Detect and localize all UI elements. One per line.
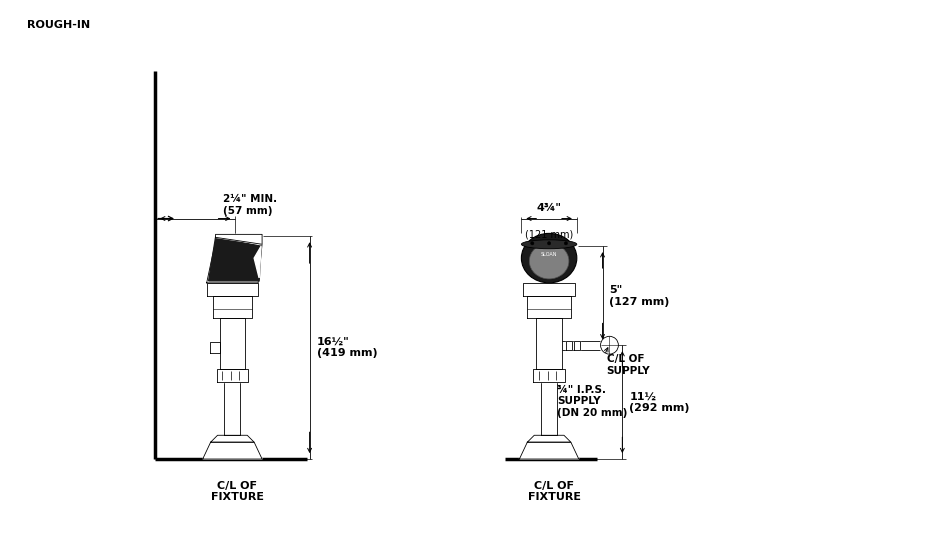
Polygon shape: [520, 442, 579, 459]
Polygon shape: [213, 296, 253, 317]
Ellipse shape: [522, 233, 577, 283]
Polygon shape: [211, 436, 254, 442]
Text: 16½"
(419 mm): 16½" (419 mm): [316, 337, 377, 358]
Text: ¾" I.P.S.
SUPPLY
(DN 20 mm): ¾" I.P.S. SUPPLY (DN 20 mm): [557, 385, 627, 418]
Text: (121 mm): (121 mm): [525, 230, 574, 239]
Polygon shape: [541, 382, 557, 436]
Polygon shape: [206, 236, 262, 283]
Polygon shape: [219, 317, 245, 369]
Ellipse shape: [529, 243, 569, 279]
Ellipse shape: [522, 240, 577, 248]
Polygon shape: [562, 341, 599, 350]
Circle shape: [548, 241, 550, 245]
Text: C/L OF
SUPPLY: C/L OF SUPPLY: [607, 354, 650, 376]
Text: ROUGH-IN: ROUGH-IN: [27, 19, 90, 30]
Polygon shape: [524, 283, 574, 296]
Circle shape: [564, 241, 568, 245]
Polygon shape: [566, 341, 572, 350]
Polygon shape: [254, 246, 261, 278]
Text: 4¾": 4¾": [536, 203, 561, 212]
Polygon shape: [216, 369, 248, 382]
Polygon shape: [206, 283, 258, 296]
Text: SLOAN: SLOAN: [541, 252, 558, 257]
Text: 5"
(127 mm): 5" (127 mm): [610, 285, 670, 307]
Polygon shape: [225, 382, 241, 436]
Circle shape: [531, 241, 534, 245]
Text: C/L OF
FIXTURE: C/L OF FIXTURE: [527, 481, 581, 502]
Polygon shape: [527, 296, 571, 317]
Text: 2¼" MIN.
(57 mm): 2¼" MIN. (57 mm): [223, 194, 278, 216]
Polygon shape: [536, 317, 562, 369]
Polygon shape: [210, 342, 219, 353]
Polygon shape: [209, 237, 261, 281]
Polygon shape: [534, 369, 565, 382]
Polygon shape: [574, 341, 580, 350]
Text: 11½
(292 mm): 11½ (292 mm): [629, 391, 690, 413]
Polygon shape: [527, 436, 571, 442]
Text: C/L OF
FIXTURE: C/L OF FIXTURE: [211, 481, 264, 502]
Polygon shape: [203, 442, 262, 459]
Circle shape: [600, 336, 619, 354]
Polygon shape: [216, 234, 262, 244]
